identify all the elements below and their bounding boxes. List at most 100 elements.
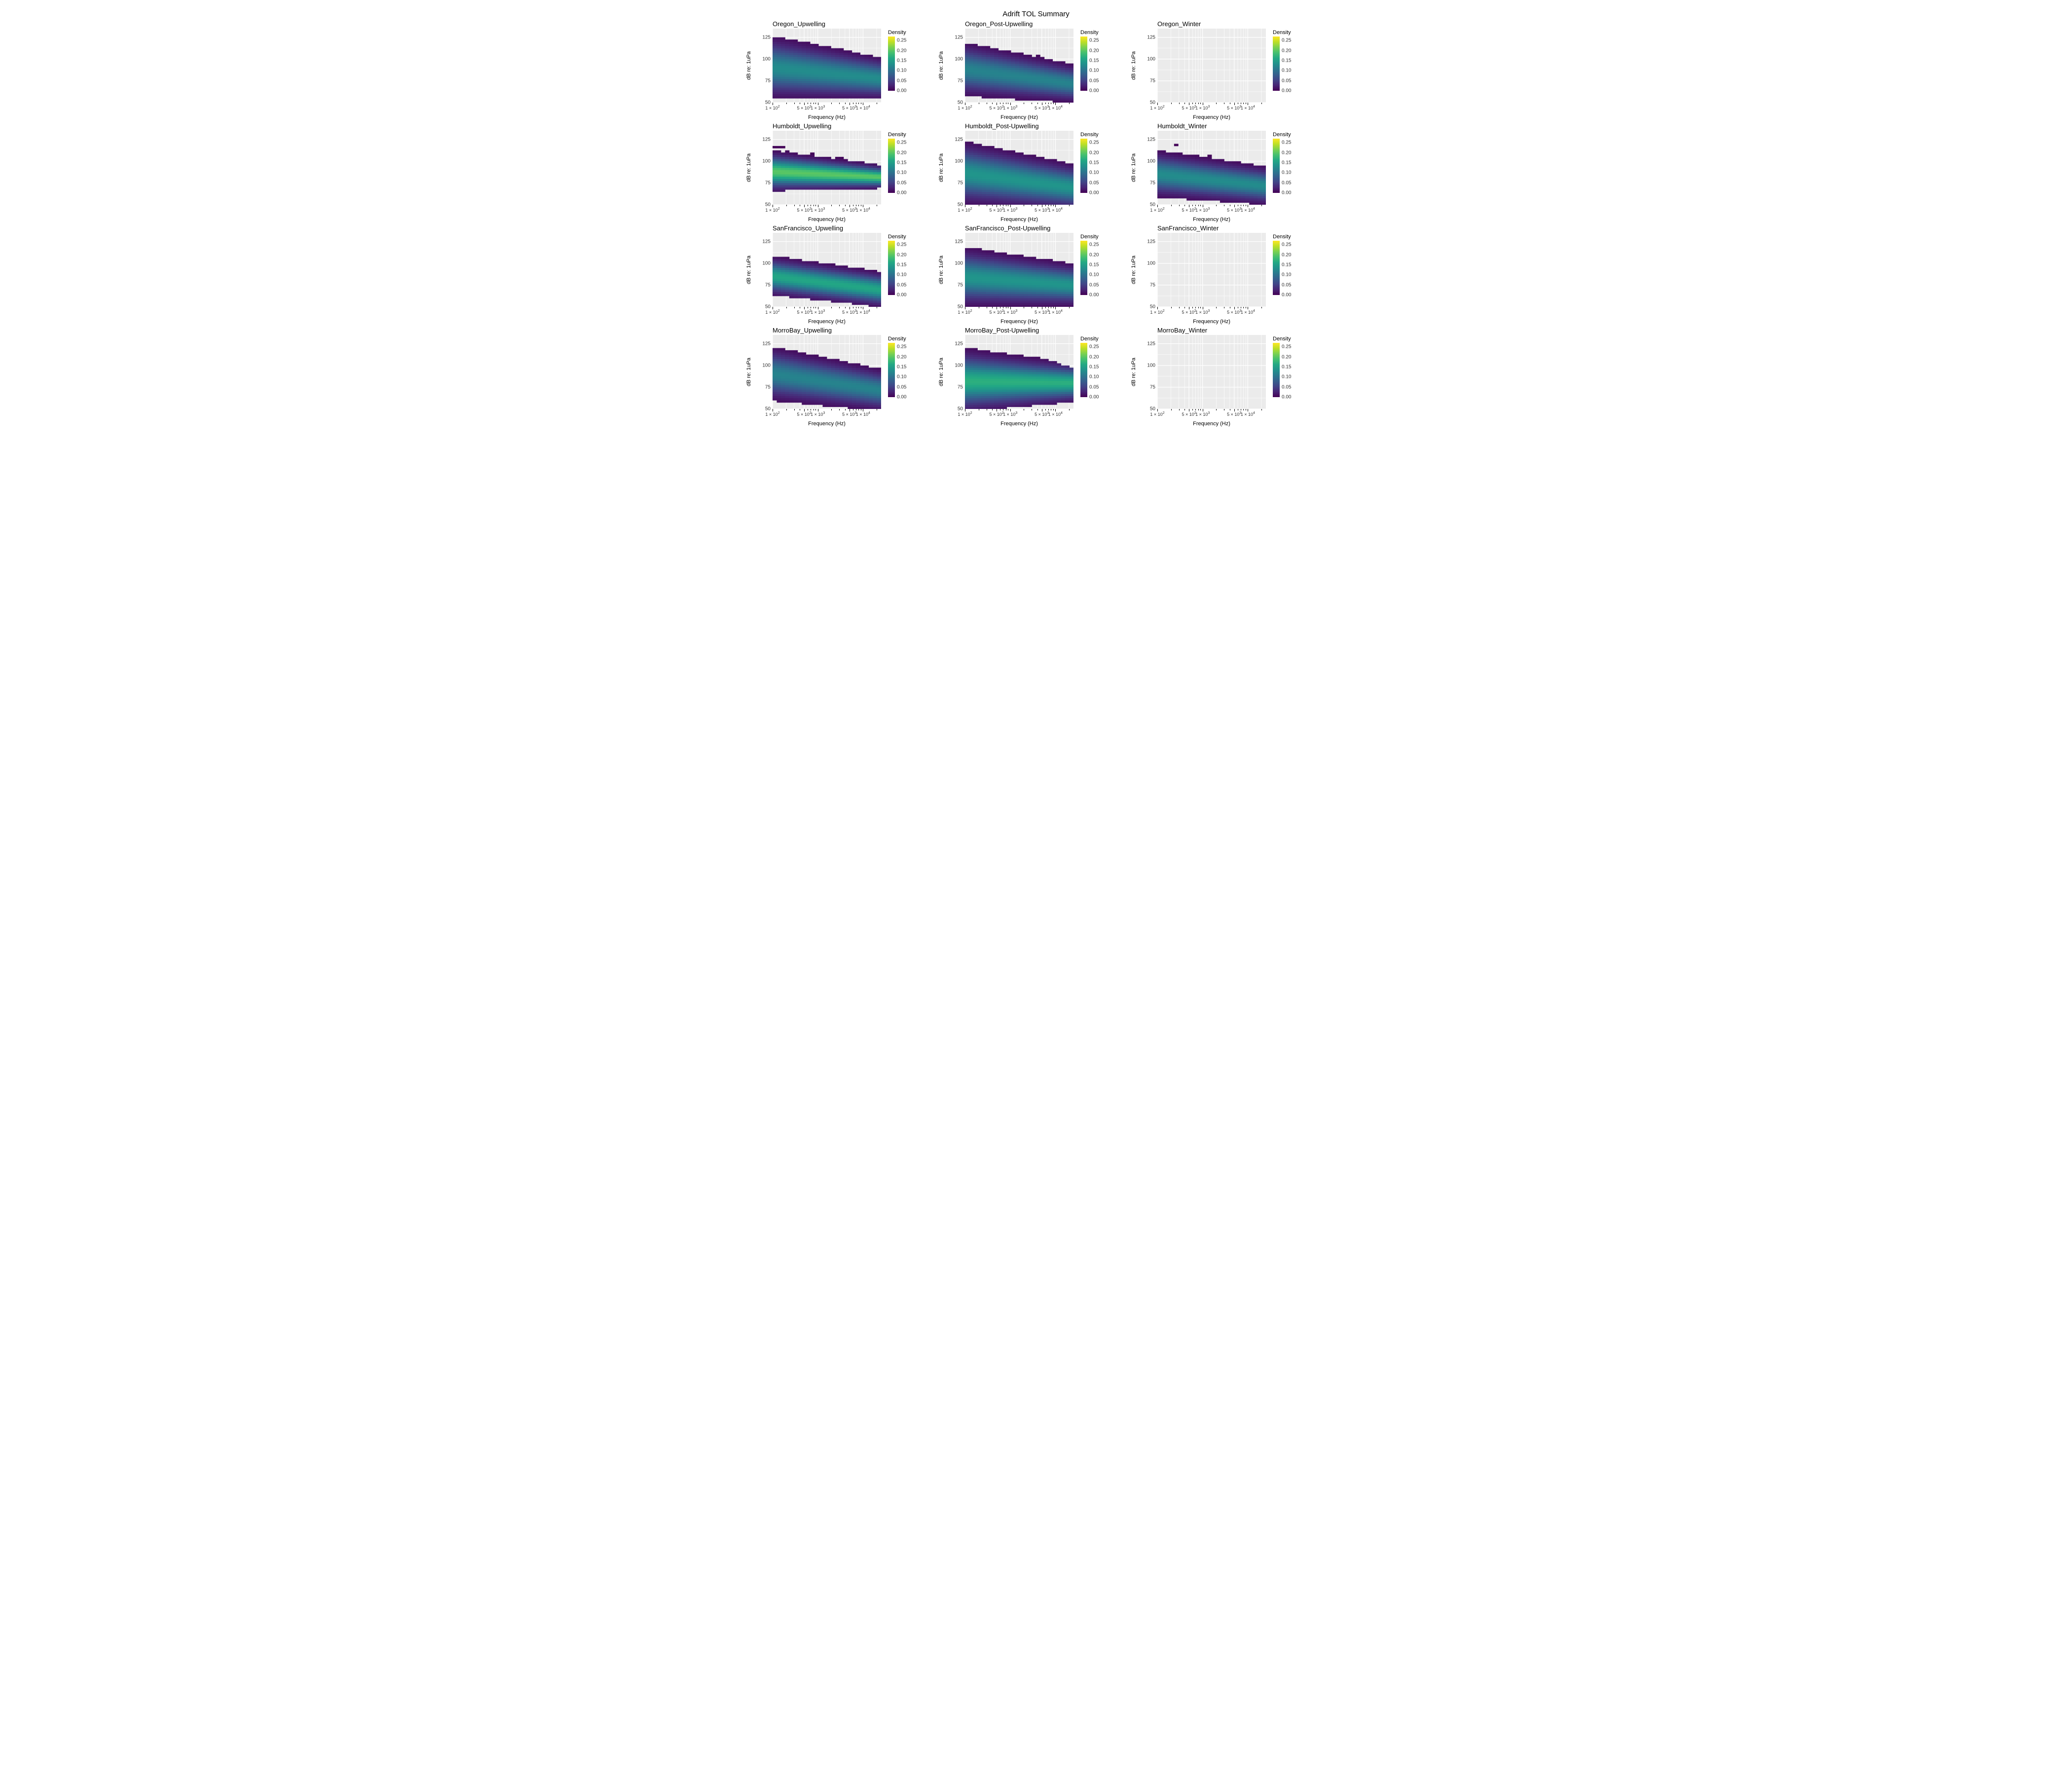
panel-title: SanFrancisco_Upwelling xyxy=(773,224,937,232)
colorbar-title: Density xyxy=(1273,30,1312,36)
density-colorbar: Density 0.000.050.100.150.200.25 xyxy=(1273,30,1312,91)
y-axis: dB re: 1uPa 5075100125 xyxy=(942,233,965,307)
panel: Oregon_Post-Upwelling dB re: 1uPa 507510… xyxy=(942,20,1130,119)
density-colorbar: Density 0.000.050.100.150.200.25 xyxy=(1080,234,1120,295)
colorbar-gradient xyxy=(1273,241,1280,295)
y-axis-label: dB re: 1uPa xyxy=(938,153,944,182)
plot-area xyxy=(965,29,1073,103)
panel-title: Oregon_Winter xyxy=(1157,20,1322,28)
y-axis: dB re: 1uPa 5075100125 xyxy=(942,335,965,409)
x-axis-label: Frequency (Hz) xyxy=(965,319,1073,325)
y-axis: dB re: 1uPa 5075100125 xyxy=(1135,233,1157,307)
plot-area xyxy=(1157,233,1266,307)
density-colorbar: Density 0.000.050.100.150.200.25 xyxy=(888,234,927,295)
x-axis-label: Frequency (Hz) xyxy=(1157,217,1266,222)
colorbar-gradient xyxy=(1080,241,1087,295)
colorbar-title: Density xyxy=(1080,132,1120,138)
y-axis-label: dB re: 1uPa xyxy=(746,153,752,182)
y-axis: dB re: 1uPa 5075100125 xyxy=(750,131,773,205)
panel-title: Humboldt_Winter xyxy=(1157,122,1322,130)
panel: MorroBay_Winter dB re: 1uPa 5075100125 D… xyxy=(1135,327,1322,426)
colorbar-ticks: 0.000.050.100.150.200.25 xyxy=(1089,37,1104,91)
density-colorbar: Density 0.000.050.100.150.200.25 xyxy=(888,132,927,193)
colorbar-gradient xyxy=(1080,343,1087,397)
density-colorbar: Density 0.000.050.100.150.200.25 xyxy=(888,30,927,91)
panel: MorroBay_Post-Upwelling dB re: 1uPa 5075… xyxy=(942,327,1130,426)
figure: Adrift TOL Summary Oregon_Upwelling dB r… xyxy=(750,10,1322,426)
density-colorbar: Density 0.000.050.100.150.200.25 xyxy=(1080,132,1120,193)
density-colorbar: Density 0.000.050.100.150.200.25 xyxy=(888,336,927,397)
colorbar-ticks: 0.000.050.100.150.200.25 xyxy=(897,37,912,91)
colorbar-gradient xyxy=(888,241,895,295)
x-axis-label: Frequency (Hz) xyxy=(773,217,881,222)
x-axis: 1 × 1025 × 1021 × 1035 × 1031 × 104 Freq… xyxy=(773,205,881,222)
panel-title: MorroBay_Upwelling xyxy=(773,327,937,334)
density-colorbar: Density 0.000.050.100.150.200.25 xyxy=(1080,30,1120,91)
x-axis: 1 × 1025 × 1021 × 1035 × 1031 × 104 Freq… xyxy=(965,307,1073,324)
plot-area xyxy=(1157,131,1266,205)
y-axis-label: dB re: 1uPa xyxy=(746,358,752,386)
panel: Oregon_Upwelling dB re: 1uPa 5075100125 … xyxy=(750,20,937,119)
colorbar-title: Density xyxy=(888,336,927,342)
density-colorbar: Density 0.000.050.100.150.200.25 xyxy=(1080,336,1120,397)
panel-title: SanFrancisco_Post-Upwelling xyxy=(965,224,1130,232)
panel-title: Humboldt_Upwelling xyxy=(773,122,937,130)
x-axis-label: Frequency (Hz) xyxy=(965,421,1073,427)
colorbar-ticks: 0.000.050.100.150.200.25 xyxy=(1282,37,1296,91)
y-axis: dB re: 1uPa 5075100125 xyxy=(750,233,773,307)
x-axis: 1 × 1025 × 1021 × 1035 × 1031 × 104 Freq… xyxy=(1157,307,1266,324)
colorbar-ticks: 0.000.050.100.150.200.25 xyxy=(897,343,912,397)
x-axis: 1 × 1025 × 1021 × 1035 × 1031 × 104 Freq… xyxy=(965,409,1073,426)
panel: Humboldt_Post-Upwelling dB re: 1uPa 5075… xyxy=(942,122,1130,222)
x-axis-label: Frequency (Hz) xyxy=(1157,114,1266,120)
x-axis: 1 × 1025 × 1021 × 1035 × 1031 × 104 Freq… xyxy=(965,205,1073,222)
x-axis-label: Frequency (Hz) xyxy=(1157,319,1266,325)
x-axis-label: Frequency (Hz) xyxy=(773,319,881,325)
colorbar-title: Density xyxy=(1273,336,1312,342)
colorbar-gradient xyxy=(1080,139,1087,193)
panel-title: MorroBay_Post-Upwelling xyxy=(965,327,1130,334)
colorbar-gradient xyxy=(1273,37,1280,91)
panel: SanFrancisco_Upwelling dB re: 1uPa 50751… xyxy=(750,224,937,324)
x-axis-label: Frequency (Hz) xyxy=(773,114,881,120)
colorbar-ticks: 0.000.050.100.150.200.25 xyxy=(1089,241,1104,295)
colorbar-title: Density xyxy=(1273,234,1312,240)
colorbar-ticks: 0.000.050.100.150.200.25 xyxy=(897,241,912,295)
x-axis-label: Frequency (Hz) xyxy=(965,217,1073,222)
x-axis: 1 × 1025 × 1021 × 1035 × 1031 × 104 Freq… xyxy=(1157,409,1266,426)
x-axis: 1 × 1025 × 1021 × 1035 × 1031 × 104 Freq… xyxy=(1157,103,1266,119)
plot-area xyxy=(1157,335,1266,409)
x-axis: 1 × 1025 × 1021 × 1035 × 1031 × 104 Freq… xyxy=(965,103,1073,119)
panel: SanFrancisco_Post-Upwelling dB re: 1uPa … xyxy=(942,224,1130,324)
colorbar-ticks: 0.000.050.100.150.200.25 xyxy=(1089,343,1104,397)
colorbar-ticks: 0.000.050.100.150.200.25 xyxy=(897,139,912,193)
panel-title: Oregon_Upwelling xyxy=(773,20,937,28)
colorbar-title: Density xyxy=(1080,234,1120,240)
colorbar-gradient xyxy=(1273,343,1280,397)
y-axis-label: dB re: 1uPa xyxy=(1131,153,1137,182)
y-axis-label: dB re: 1uPa xyxy=(938,256,944,284)
y-axis-label: dB re: 1uPa xyxy=(1131,256,1137,284)
density-colorbar: Density 0.000.050.100.150.200.25 xyxy=(1273,234,1312,295)
x-axis: 1 × 1025 × 1021 × 1035 × 1031 × 104 Freq… xyxy=(1157,205,1266,222)
plot-area xyxy=(1157,29,1266,103)
x-axis-label: Frequency (Hz) xyxy=(1157,421,1266,427)
plot-area xyxy=(965,131,1073,205)
colorbar-ticks: 0.000.050.100.150.200.25 xyxy=(1089,139,1104,193)
y-axis-label: dB re: 1uPa xyxy=(938,358,944,386)
colorbar-gradient xyxy=(1080,37,1087,91)
y-axis-label: dB re: 1uPa xyxy=(746,51,752,80)
main-title: Adrift TOL Summary xyxy=(750,10,1322,18)
y-axis: dB re: 1uPa 5075100125 xyxy=(942,29,965,103)
plot-area xyxy=(773,29,881,103)
colorbar-ticks: 0.000.050.100.150.200.25 xyxy=(1282,241,1296,295)
colorbar-gradient xyxy=(888,37,895,91)
colorbar-gradient xyxy=(888,343,895,397)
panel: SanFrancisco_Winter dB re: 1uPa 50751001… xyxy=(1135,224,1322,324)
panel-title: SanFrancisco_Winter xyxy=(1157,224,1322,232)
panel: MorroBay_Upwelling dB re: 1uPa 507510012… xyxy=(750,327,937,426)
y-axis: dB re: 1uPa 5075100125 xyxy=(1135,131,1157,205)
y-axis-label: dB re: 1uPa xyxy=(1131,358,1137,386)
panel: Humboldt_Winter dB re: 1uPa 5075100125 D… xyxy=(1135,122,1322,222)
y-axis-label: dB re: 1uPa xyxy=(1131,51,1137,80)
